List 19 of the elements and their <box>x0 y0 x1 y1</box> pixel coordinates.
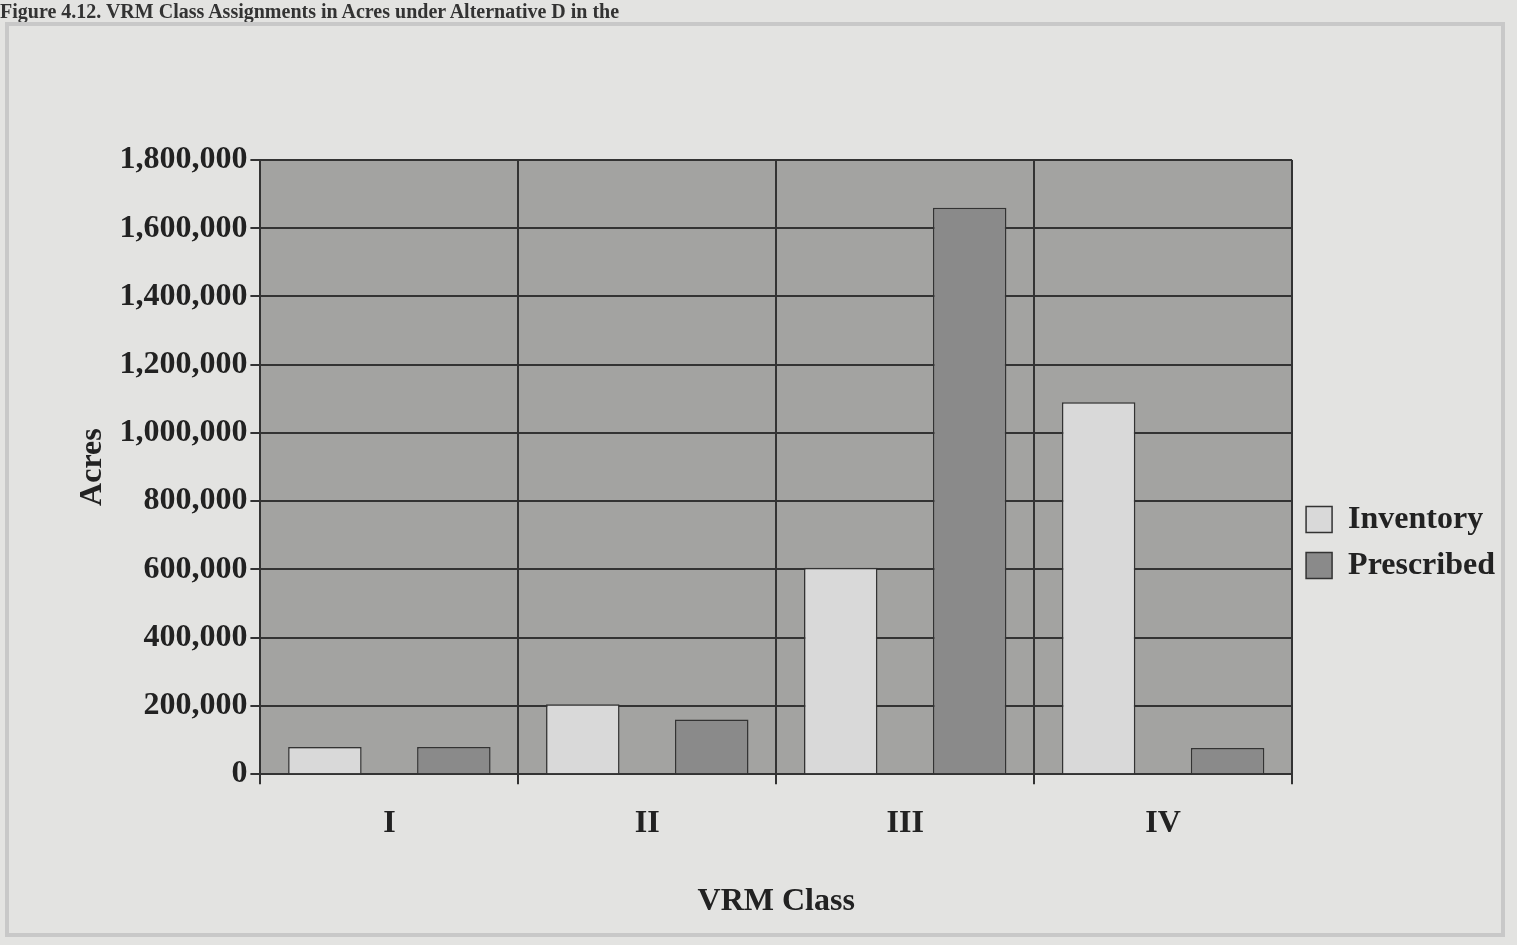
x-tick-label: II <box>634 802 660 839</box>
x-tick-label: III <box>886 802 924 839</box>
y-tick-label: 600,000 <box>143 548 248 585</box>
chart-title: Figure 4.12. VRM Class Assignments in Acres under Alternative D in the <box>0 0 620 23</box>
y-tick-label: 800,000 <box>143 480 248 517</box>
y-tick-label: 400,000 <box>143 616 248 653</box>
y-tick-label: 1,600,000 <box>119 207 248 244</box>
x-axis-title: VRM Class <box>697 881 855 918</box>
legend-label: Inventory <box>1348 498 1484 535</box>
y-tick-label: 1,800,000 <box>119 139 248 176</box>
x-tick-label: IV <box>1145 802 1181 839</box>
legend-label: Prescribed <box>1348 544 1496 581</box>
y-axis-title: Acres <box>72 428 109 506</box>
y-tick-label: 1,200,000 <box>119 344 248 380</box>
y-tick-label: 0 <box>231 753 248 790</box>
y-tick-label: 1,000,000 <box>119 412 248 449</box>
y-tick-label: 200,000 <box>143 685 248 722</box>
y-tick-label: 1,400,000 <box>119 275 248 312</box>
x-tick-label: I <box>383 802 396 839</box>
